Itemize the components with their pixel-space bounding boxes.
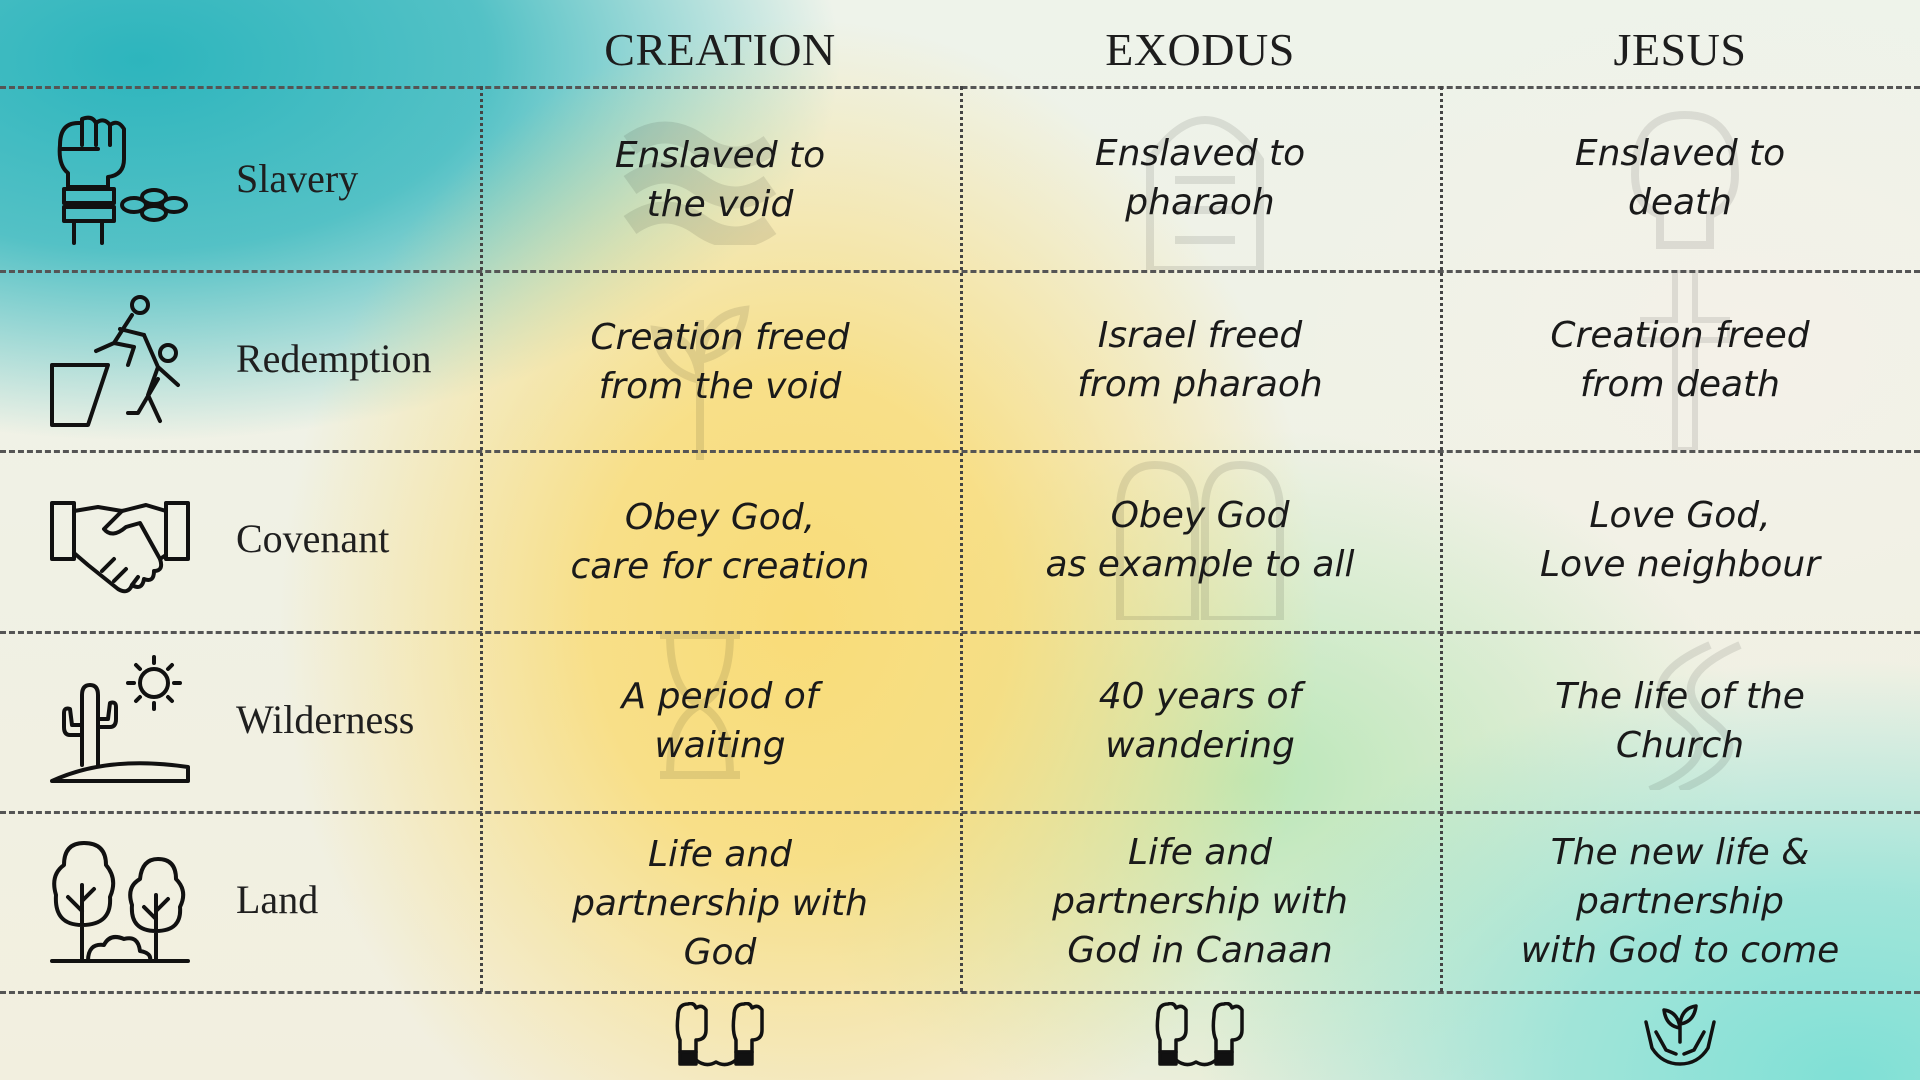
handshake-icon — [48, 475, 192, 607]
cell-covenant-exodus: Obey God as example to all — [1045, 495, 1355, 585]
row-label-redemption: Redemption — [236, 335, 432, 381]
plant-watermark-icon — [650, 305, 750, 460]
cross-watermark-icon — [1640, 270, 1730, 450]
footer-divider — [0, 991, 1920, 994]
cell-wilderness-jesus: The life of the Church — [1555, 676, 1805, 766]
column-header-jesus: JESUS — [1613, 23, 1747, 75]
cell-redemption-creation: Creation freed from the void — [590, 317, 850, 407]
column-divider — [1440, 86, 1443, 992]
cell-covenant-jesus: Love God, Love neighbour — [1539, 495, 1821, 585]
cell-slavery-exodus: Enslaved to pharaoh — [1094, 133, 1306, 223]
row-label-wilderness: Wilderness — [236, 696, 415, 742]
hourglass-watermark-icon — [660, 631, 740, 779]
cell-land-creation: Life and partnership with God — [572, 833, 868, 973]
raised-fist-chain-icon — [48, 115, 192, 247]
cell-land-jesus: The new life & partnership with God to c… — [1520, 831, 1840, 971]
waves-watermark-icon — [623, 121, 777, 245]
chained-fists-icon — [1155, 1002, 1244, 1067]
cell-redemption-exodus: Israel freed from pharaoh — [1077, 315, 1323, 405]
cactus-sun-icon — [48, 655, 192, 787]
hands-sprout-icon — [1644, 1004, 1716, 1066]
row-label-covenant: Covenant — [236, 515, 390, 561]
row-label-land: Land — [236, 876, 319, 922]
cell-slavery-creation: Enslaved to the void — [614, 135, 826, 225]
cell-covenant-creation: Obey God, care for creation — [570, 497, 870, 587]
climbing-help-icon — [48, 295, 192, 427]
column-header-creation: CREATION — [604, 23, 836, 75]
column-divider — [480, 86, 483, 992]
row-label-slavery: Slavery — [236, 155, 359, 201]
cell-land-exodus: Life and partnership with God in Canaan — [1052, 831, 1348, 971]
cell-slavery-jesus: Enslaved to death — [1574, 133, 1786, 223]
column-header-exodus: EXODUS — [1105, 23, 1295, 75]
chained-fists-icon — [675, 1002, 764, 1067]
road-watermark-icon — [1648, 641, 1742, 790]
skull-watermark-icon — [1630, 110, 1740, 249]
column-divider — [960, 86, 963, 992]
trees-icon — [48, 835, 192, 967]
tablets-watermark-icon — [1116, 460, 1284, 620]
pharaoh-watermark-icon — [1146, 116, 1264, 270]
cell-wilderness-creation: A period of waiting — [621, 676, 819, 766]
cell-redemption-jesus: Creation freed from death — [1550, 315, 1810, 405]
cell-wilderness-exodus: 40 years of wandering — [1098, 676, 1302, 766]
